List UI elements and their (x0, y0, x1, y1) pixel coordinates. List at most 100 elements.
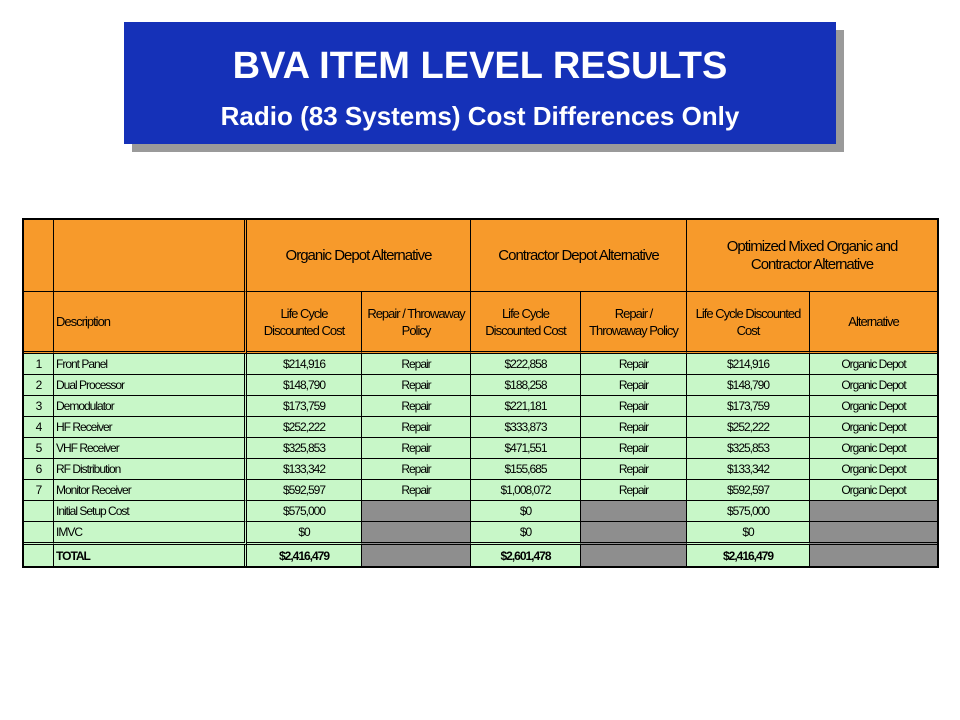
row-cd-lcc: $471,551 (471, 438, 581, 459)
row-description: TOTAL (54, 545, 247, 566)
row-om-lcc: $173,759 (687, 396, 810, 417)
header-cd-lcc-line1: Life Cycle (501, 305, 550, 321)
table-row: 7 Monitor Receiver $592,597 Repair $1,00… (24, 480, 937, 501)
blank-cell (810, 501, 937, 522)
group-header-row: Organic Depot Alternative Contractor Dep… (24, 220, 937, 292)
row-od-policy: Repair (362, 417, 471, 438)
imvc-row: IMVC $0 $0 $0 (24, 522, 937, 545)
table-row: 4 HF Receiver $252,222 Repair $333,873 R… (24, 417, 937, 438)
row-om-alternative: Organic Depot (810, 375, 937, 396)
header-od-lcc-line1: Life Cycle (280, 305, 328, 321)
header-cd-lcc-line2: Discounted Cost (485, 322, 566, 338)
row-om-lcc: $252,222 (687, 417, 810, 438)
row-index: 4 (24, 417, 54, 438)
row-om-lcc: $592,597 (687, 480, 810, 501)
blank-cell (581, 522, 687, 545)
total-row: TOTAL $2,416,479 $2,601,478 $2,416,479 (24, 545, 937, 566)
results-table: Organic Depot Alternative Contractor Dep… (22, 218, 939, 568)
row-om-alternative: Organic Depot (810, 438, 937, 459)
row-cd-policy: Repair (581, 396, 687, 417)
page-subtitle: Radio (83 Systems) Cost Differences Only (220, 101, 740, 131)
header-cd-policy-line1: Repair / (614, 305, 654, 321)
header-od-lcc-line2: Discounted Cost (263, 322, 345, 338)
header-od-policy-line2: Policy (401, 322, 432, 338)
header-cd-policy: Repair / Throwaway Policy (581, 292, 687, 354)
group-optimized-line2: Contractor Alternative (750, 255, 874, 273)
row-om-alternative: Organic Depot (810, 417, 937, 438)
table-row: 2 Dual Processor $148,790 Repair $188,25… (24, 375, 937, 396)
row-om-lcc: $0 (687, 522, 810, 545)
row-cd-policy: Repair (581, 354, 687, 375)
row-cd-policy: Repair (581, 438, 687, 459)
row-od-lcc: $214,916 (247, 354, 362, 375)
table-row: 3 Demodulator $173,759 Repair $221,181 R… (24, 396, 937, 417)
title-banner: BVA ITEM LEVEL RESULTS Radio (83 Systems… (124, 22, 836, 144)
row-cd-policy: Repair (581, 459, 687, 480)
row-om-alternative: Organic Depot (810, 354, 937, 375)
header-om-lcc: Life Cycle Discounted Cost (687, 292, 810, 354)
row-od-lcc: $173,759 (247, 396, 362, 417)
page-title: BVA ITEM LEVEL RESULTS (232, 45, 728, 87)
blank-cell (362, 545, 471, 566)
row-om-lcc: $325,853 (687, 438, 810, 459)
header-cd-lcc: Life Cycle Discounted Cost (471, 292, 581, 354)
row-om-alternative: Organic Depot (810, 459, 937, 480)
row-od-lcc: $252,222 (247, 417, 362, 438)
row-index (24, 501, 54, 522)
header-blank-description (54, 220, 247, 292)
row-om-lcc: $133,342 (687, 459, 810, 480)
row-od-lcc: $325,853 (247, 438, 362, 459)
group-organic-depot: Organic Depot Alternative (247, 220, 471, 292)
header-om-lcc-line1: Life Cycle Discounted (695, 305, 802, 321)
row-cd-lcc: $0 (471, 522, 581, 545)
row-description: RF Distribution (54, 459, 247, 480)
row-od-policy: Repair (362, 459, 471, 480)
row-cd-lcc: $0 (471, 501, 581, 522)
row-cd-policy: Repair (581, 375, 687, 396)
row-cd-lcc: $188,258 (471, 375, 581, 396)
row-om-lcc: $575,000 (687, 501, 810, 522)
row-description: HF Receiver (54, 417, 247, 438)
header-od-policy: Repair / Throwaway Policy (362, 292, 471, 354)
row-index: 2 (24, 375, 54, 396)
row-description: IMVC (54, 522, 247, 545)
row-index: 1 (24, 354, 54, 375)
row-od-lcc: $148,790 (247, 375, 362, 396)
row-index: 3 (24, 396, 54, 417)
blank-cell (362, 501, 471, 522)
group-contractor-depot: Contractor Depot Alternative (471, 220, 687, 292)
row-description: Dual Processor (54, 375, 247, 396)
row-cd-policy: Repair (581, 480, 687, 501)
blank-cell (362, 522, 471, 545)
table-row: 5 VHF Receiver $325,853 Repair $471,551 … (24, 438, 937, 459)
row-om-lcc: $2,416,479 (687, 545, 810, 566)
table-row: 6 RF Distribution $133,342 Repair $155,6… (24, 459, 937, 480)
group-optimized-mixed: Optimized Mixed Organic and Contractor A… (687, 220, 937, 292)
row-od-lcc: $2,416,479 (247, 545, 362, 566)
row-cd-lcc: $333,873 (471, 417, 581, 438)
table-row: 1 Front Panel $214,916 Repair $222,858 R… (24, 354, 937, 375)
row-cd-lcc: $1,008,072 (471, 480, 581, 501)
column-header-row: Description Life Cycle Discounted Cost R… (24, 292, 937, 354)
row-description: Demodulator (54, 396, 247, 417)
row-index (24, 545, 54, 566)
row-description: Initial Setup Cost (54, 501, 247, 522)
blank-cell (810, 522, 937, 545)
row-description: Front Panel (54, 354, 247, 375)
group-optimized-line1: Optimized Mixed Organic and (726, 237, 899, 255)
header-om-lcc-line2: Cost (736, 322, 761, 338)
row-cd-lcc: $222,858 (471, 354, 581, 375)
row-om-lcc: $214,916 (687, 354, 810, 375)
row-cd-lcc: $2,601,478 (471, 545, 581, 566)
blank-cell (581, 545, 687, 566)
row-od-policy: Repair (362, 354, 471, 375)
row-od-lcc: $133,342 (247, 459, 362, 480)
row-od-policy: Repair (362, 438, 471, 459)
row-cd-lcc: $155,685 (471, 459, 581, 480)
blank-cell (581, 501, 687, 522)
row-index: 5 (24, 438, 54, 459)
row-index: 6 (24, 459, 54, 480)
header-cd-policy-line2: Throwaway Policy (589, 322, 679, 338)
header-om-alternative: Alternative (810, 292, 937, 354)
row-od-lcc: $575,000 (247, 501, 362, 522)
